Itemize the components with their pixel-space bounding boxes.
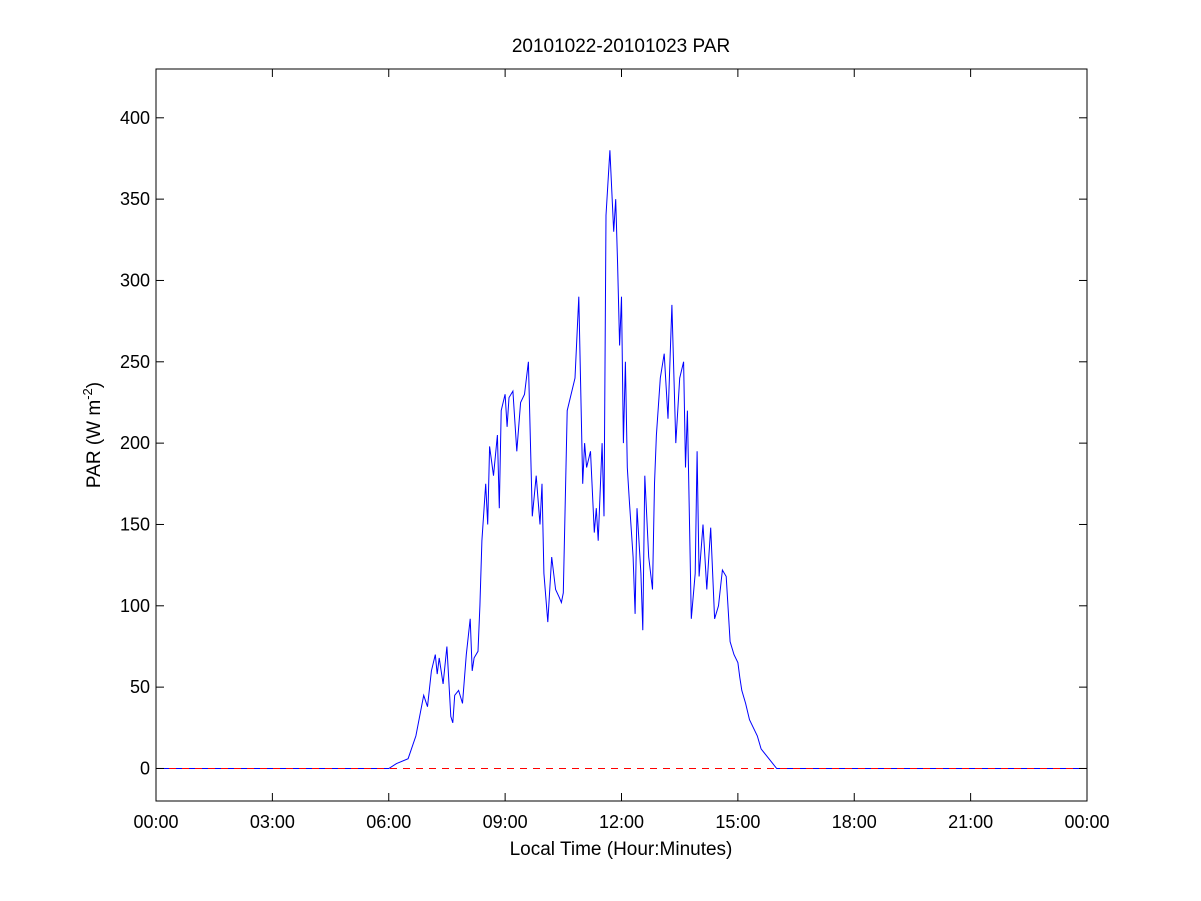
x-tick-label: 00:00 <box>133 812 178 832</box>
x-tick-label: 18:00 <box>832 812 877 832</box>
y-tick-label: 150 <box>120 514 150 534</box>
y-axis-label-main: PAR (W m <box>84 400 105 488</box>
ticks-layer: 00:00 03:00 06:00 09:00 12:00 15:00 18:00 21:00… <box>120 69 1110 832</box>
y-tick-label: 100 <box>120 596 150 616</box>
y-tick-label: 350 <box>120 189 150 209</box>
x-tick-label: 06:00 <box>366 812 411 832</box>
y-axis-label: PAR (W m-2) <box>80 382 105 488</box>
x-tick-label: 09:00 <box>483 812 528 832</box>
chart-title: 20101022-20101023 PAR <box>512 36 730 57</box>
y-axis-label-close: ) <box>84 382 105 388</box>
y-tick-label: 50 <box>130 677 150 697</box>
y-tick-label: 250 <box>120 352 150 372</box>
x-tick-label: 15:00 <box>715 812 760 832</box>
series-layer <box>156 150 1087 769</box>
x-tick-label: 03:00 <box>250 812 295 832</box>
y-tick-label: 400 <box>120 108 150 128</box>
x-tick-label: 21:00 <box>948 812 993 832</box>
x-axis-label: Local Time (Hour:Minutes) <box>510 839 733 860</box>
y-tick-label: 300 <box>120 270 150 290</box>
y-axis-label-superscript: -2 <box>80 388 95 400</box>
y-tick-label: 200 <box>120 433 150 453</box>
x-tick-label: 12:00 <box>599 812 644 832</box>
y-tick-label: 0 <box>140 758 150 778</box>
x-tick-label: 00:00 <box>1064 812 1109 832</box>
par-series-line <box>156 150 1087 769</box>
